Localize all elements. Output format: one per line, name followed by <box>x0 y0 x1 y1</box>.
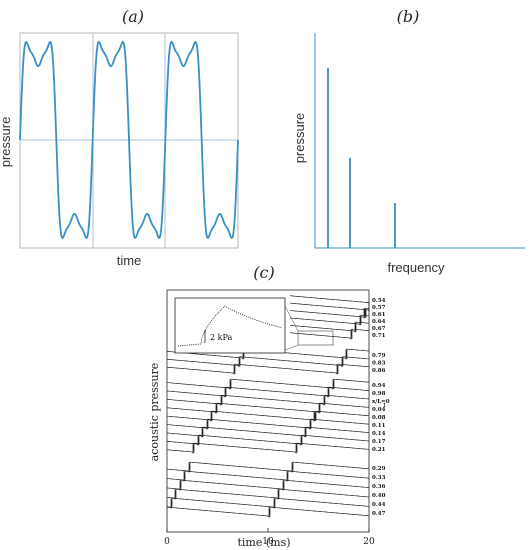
panel-c-ylabel: acoustic pressure <box>148 363 161 462</box>
pressure-trace-16 <box>167 434 370 446</box>
pressure-trace-22 <box>166 497 370 509</box>
row-label-12: 0.04 <box>372 407 386 413</box>
row-label-9: 0.94 <box>372 383 386 389</box>
pressure-trace-21 <box>166 488 370 500</box>
pressure-trace-14 <box>167 418 370 430</box>
pressure-trace-9 <box>166 378 370 390</box>
row-label-7: 0.83 <box>372 361 386 367</box>
panel-b-ylabel: pressure <box>292 113 307 164</box>
panel-c-xtick-1: 10 <box>262 537 274 547</box>
row-label-14: 0.11 <box>372 423 386 429</box>
panel-b-xlabel: frequency <box>387 260 445 275</box>
row-label-15: 0.14 <box>372 431 386 437</box>
pressure-trace-1 <box>289 301 370 312</box>
row-label-4: 0.67 <box>372 326 386 332</box>
row-label-22: 0.44 <box>372 502 386 508</box>
row-label-13: 0.08 <box>372 415 386 421</box>
panel-c-xtick-2: 20 <box>363 537 375 547</box>
pressure-trace-7 <box>166 356 370 368</box>
row-label-6: 0.79 <box>372 353 386 359</box>
panel-c-xtick-0: 0 <box>164 537 170 547</box>
row-label-20: 0.36 <box>372 484 386 490</box>
pressure-trace-19 <box>166 470 370 482</box>
row-label-0: 0.54 <box>372 298 386 304</box>
row-label-10: 0.98 <box>372 391 386 397</box>
panel-b-label: (b) <box>397 7 420 26</box>
panel-b-spectrum <box>327 68 396 248</box>
pressure-trace-11 <box>166 394 370 406</box>
pressure-trace-18 <box>166 461 370 473</box>
panel-a-ylabel: pressure <box>0 117 13 168</box>
panel-c-zoom-link-2 <box>284 344 299 351</box>
pressure-trace-13 <box>167 410 370 422</box>
panel-a-label: (a) <box>122 7 144 26</box>
pressure-trace-0 <box>289 295 369 303</box>
pressure-trace-5 <box>289 328 370 340</box>
panel-c-inset <box>174 297 286 354</box>
row-label-2: 0.61 <box>372 312 386 318</box>
row-label-16: 0.17 <box>372 439 386 445</box>
pressure-trace-3 <box>289 314 369 326</box>
pressure-trace-15 <box>167 426 370 438</box>
panel-c-inset-scale-label: 2 kPa <box>210 333 233 342</box>
pressure-trace-2 <box>289 307 369 319</box>
row-label-8: 0.86 <box>372 368 386 374</box>
panel-a-xlabel: time <box>117 253 142 268</box>
pressure-trace-12 <box>166 402 370 414</box>
panel-c-xlabel: time (ms) <box>237 536 290 549</box>
row-label-18: 0.29 <box>372 466 386 472</box>
panel-c-label: (c) <box>253 263 274 282</box>
row-label-19: 0.33 <box>372 475 386 481</box>
panel-c-zoom-box <box>297 330 334 346</box>
pressure-trace-20 <box>166 479 370 491</box>
row-label-17: 0.21 <box>372 447 386 453</box>
pressure-trace-10 <box>166 386 370 398</box>
row-label-23: 0.47 <box>372 511 386 517</box>
panel-c-zoom-link-1 <box>284 305 299 332</box>
panel-c-row-labels: 0.540.570.610.640.670.71 0.79 0.830.86 0.94… <box>372 298 390 517</box>
panel-c-traces <box>166 295 370 518</box>
pressure-trace-23 <box>166 506 370 518</box>
row-label-1: 0.57 <box>372 305 386 311</box>
panel-c-arrow: ↕ <box>382 402 387 409</box>
row-label-11: x/L=0 <box>372 399 390 405</box>
pressure-trace-4 <box>289 321 370 333</box>
row-label-21: 0.40 <box>372 493 386 499</box>
row-label-3: 0.64 <box>372 319 386 325</box>
pressure-trace-17 <box>167 442 370 454</box>
panel-a-waveform <box>19 40 239 240</box>
pressure-trace-8 <box>166 363 370 375</box>
row-label-5: 0.71 <box>372 333 386 339</box>
